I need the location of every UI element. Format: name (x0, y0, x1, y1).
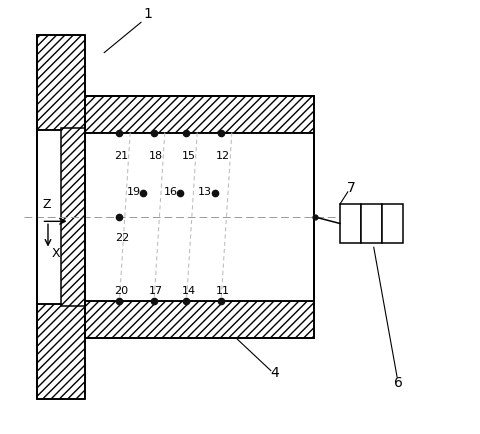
Bar (84, 96, 313, 133)
Bar (84, 133, 313, 301)
Text: 18: 18 (149, 151, 163, 161)
Text: 15: 15 (181, 151, 195, 161)
Bar (37, 303, 84, 399)
Bar (84, 96, 313, 338)
Text: 17: 17 (149, 286, 163, 296)
Text: 22: 22 (115, 233, 129, 243)
Text: 21: 21 (114, 151, 128, 161)
Text: X: X (51, 247, 60, 260)
Bar (84, 301, 313, 338)
Bar (339, 204, 360, 243)
Bar (381, 204, 402, 243)
Text: 16: 16 (163, 187, 177, 197)
Text: Z: Z (43, 197, 51, 210)
Text: 7: 7 (346, 181, 355, 195)
Text: 20: 20 (114, 286, 128, 296)
Text: 12: 12 (216, 151, 230, 161)
Text: 1: 1 (143, 7, 152, 21)
Bar (360, 204, 381, 243)
Text: 4: 4 (270, 366, 279, 380)
Bar (61, 128, 84, 306)
Bar (37, 35, 84, 131)
Text: 14: 14 (181, 286, 195, 296)
Text: 13: 13 (198, 187, 212, 197)
Text: 19: 19 (126, 187, 141, 197)
Text: 11: 11 (216, 286, 230, 296)
Text: 6: 6 (393, 375, 402, 390)
